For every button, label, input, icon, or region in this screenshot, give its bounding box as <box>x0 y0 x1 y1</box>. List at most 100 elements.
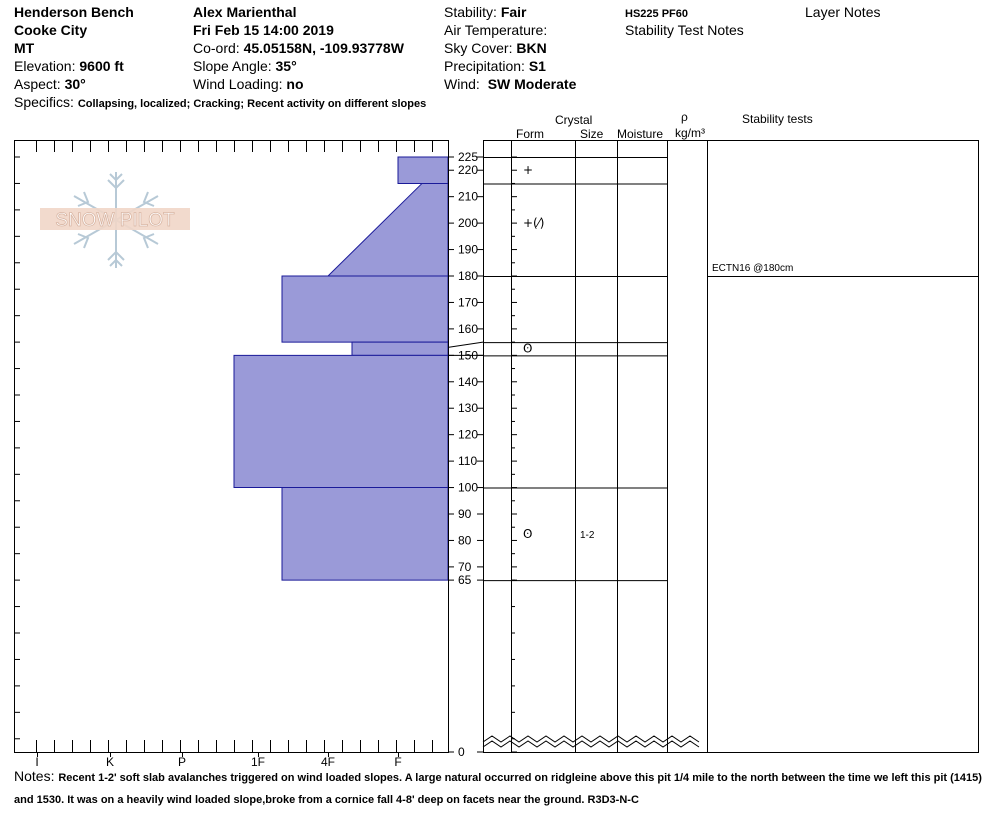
hardness-bar <box>397 156 449 184</box>
precip-row: Precipitation: S1 <box>444 57 546 75</box>
snowpilot-logo: SNOW PILOT <box>38 170 198 270</box>
slope-row: Slope Angle: 35° <box>193 57 297 75</box>
observation-datetime: Fri Feb 15 14:00 2019 <box>193 22 334 38</box>
elevation-value: 9600 ft <box>79 58 124 74</box>
hardness-tick-label: I <box>35 755 38 769</box>
logo-text: SNOW PILOT <box>55 210 175 231</box>
depth-tick-label: 80 <box>458 533 472 547</box>
hardness-tick-label: K <box>106 755 114 769</box>
layer-connector <box>447 341 484 348</box>
chart-frames <box>14 140 979 753</box>
density-unit: kg/m³ <box>675 126 705 140</box>
form-header: Form <box>516 127 544 141</box>
moisture-header: Moisture <box>617 127 664 141</box>
aspect-row: Aspect: 30° <box>14 75 86 93</box>
crystal-form-label: + <box>523 163 533 177</box>
wind-value: SW Moderate <box>487 76 577 92</box>
hardness-tick-label: 1F <box>251 755 265 769</box>
depth-tick-label: 190 <box>458 243 478 257</box>
stability-test-marks: ECTN16 @180cm <box>707 263 978 277</box>
crystal-header: Crystal <box>555 113 593 127</box>
coord-label: Co-ord: <box>193 40 240 56</box>
notes-block: Notes: Recent 1-2' soft slab avalanches … <box>14 766 994 810</box>
precip-value: S1 <box>528 58 546 74</box>
sky-value: BKN <box>516 40 547 56</box>
depth-tick-label: 160 <box>458 322 478 336</box>
specifics-value: Collapsing, localized; Cracking; Recent … <box>77 98 427 110</box>
stability-test-notes-heading: Stability Test Notes <box>625 22 744 38</box>
wind-loading-row: Wind Loading: no <box>193 75 304 93</box>
depth-tick-label: 140 <box>458 375 478 389</box>
size-header: Size <box>580 127 604 141</box>
crystal-size-label: 1-2 <box>580 530 595 541</box>
hardness-bar <box>351 341 449 356</box>
stability-label: Stability: <box>444 4 497 20</box>
specifics-row: Specifics: Collapsing, localized; Cracki… <box>14 93 426 113</box>
depth-tick-label: 170 <box>458 295 478 309</box>
depth-tick-label: 70 <box>458 560 472 574</box>
specifics-label: Specifics: <box>14 94 74 110</box>
stability-test-label: ECTN16 @180cm <box>712 263 793 274</box>
wind-loading-value: no <box>286 76 304 92</box>
hardness-tick-label: F <box>394 755 401 769</box>
crystal-forms: + +(⁄) ʘ ʘ 1-2 <box>523 163 595 541</box>
crystal-form-label: ʘ <box>523 342 532 356</box>
coord-value: 45.05158N, -109.93778W <box>243 40 404 56</box>
hardness-bars <box>233 156 449 581</box>
depth-tick-label: 110 <box>458 454 477 468</box>
aspect-value: 30° <box>64 76 86 92</box>
depth-tick-label: 225 <box>458 150 478 164</box>
crystal-form-label: +(⁄) <box>523 216 544 230</box>
depth-tick-label: 220 <box>458 163 478 177</box>
slope-value: 35° <box>275 58 297 74</box>
elevation-row: Elevation: 9600 ft <box>14 57 124 75</box>
air-temp-label: Air Temperature: <box>444 22 548 38</box>
wind-loading-label: Wind Loading: <box>193 76 283 92</box>
stability-value: Fair <box>500 4 527 20</box>
hardness-bar <box>281 487 449 581</box>
hardness-bar <box>326 182 449 277</box>
slope-label: Slope Angle: <box>193 58 272 74</box>
depth-tick-label: 65 <box>458 573 472 587</box>
wind-label: Wind: <box>444 76 480 92</box>
depth-tick-label: 210 <box>458 190 478 204</box>
density-symbol: ρ <box>681 110 688 124</box>
notes-text: Recent 1-2' soft slab avalanches trigger… <box>14 772 982 806</box>
depth-axis: 0657080901001101201301401501601701801902… <box>448 150 517 759</box>
hardness-axis: I K P 1F 4F F <box>35 752 402 769</box>
break-zigzag <box>482 735 700 743</box>
hardness-bar <box>281 275 449 343</box>
stability-row: Stability: Fair <box>444 3 527 21</box>
notes-label: Notes: <box>14 768 55 784</box>
wind-row: Wind: SW Moderate <box>444 75 576 93</box>
layer-lines <box>447 157 667 582</box>
sky-row: Sky Cover: BKN <box>444 39 547 57</box>
depth-tick-label: 180 <box>458 269 478 283</box>
precip-label: Precipitation: <box>444 58 525 74</box>
hs-pf-label: HS225 PF60 <box>625 8 688 20</box>
depth-tick-label: 90 <box>458 507 472 521</box>
observer-name: Alex Marienthal <box>193 4 297 20</box>
aspect-label: Aspect: <box>14 76 61 92</box>
hardness-tick-label: P <box>178 755 186 769</box>
hardness-tick-label: 4F <box>321 755 335 769</box>
depth-tick-label: 120 <box>458 428 478 442</box>
hardness-bar <box>233 354 449 489</box>
depth-tick-label: 100 <box>458 481 478 495</box>
break-zigzag <box>482 740 700 748</box>
city-name: Cooke City <box>14 22 88 38</box>
crystal-form-label: ʘ <box>523 527 532 541</box>
stability-tests-header: Stability tests <box>742 112 813 126</box>
depth-tick-label: 200 <box>458 216 478 230</box>
elevation-label: Elevation: <box>14 58 76 74</box>
depth-tick-label: 0 <box>458 745 465 759</box>
location-name: Henderson Bench <box>14 4 134 20</box>
hardness-frame <box>14 140 449 753</box>
layers-frame <box>483 140 979 753</box>
layer-notes-heading: Layer Notes <box>805 4 881 20</box>
sky-label: Sky Cover: <box>444 40 513 56</box>
coord-row: Co-ord: 45.05158N, -109.93778W <box>193 39 404 57</box>
depth-tick-label: 130 <box>458 401 478 415</box>
state-name: MT <box>14 40 35 56</box>
